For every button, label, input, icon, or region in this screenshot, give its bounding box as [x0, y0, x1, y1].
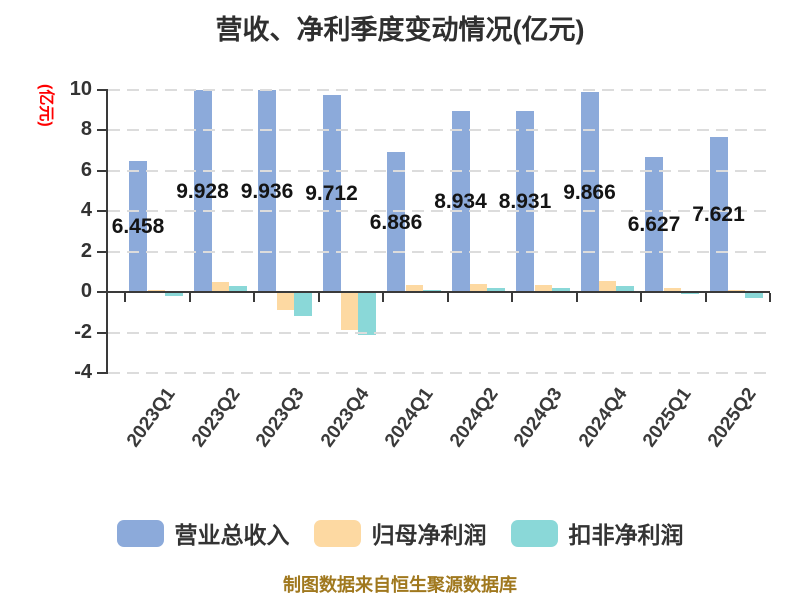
x-axis-line — [106, 291, 770, 294]
x-tick-3 — [317, 293, 320, 303]
legend-label-net-profit: 归母净利润 — [371, 522, 487, 548]
y-gridline-4 — [108, 210, 770, 213]
bar-value-label-2023Q3: 9.936 — [240, 179, 294, 203]
y-gridline-2 — [108, 250, 770, 253]
x-tick-7 — [575, 293, 578, 303]
y-tick-8 — [97, 129, 106, 132]
bar-value-label-2023Q2: 9.928 — [176, 179, 229, 203]
bar-non_recurring-2023Q3 — [293, 293, 312, 316]
y-tick-10 — [97, 89, 106, 91]
y-tick-label-10: 10 — [69, 78, 92, 100]
legend: 营业总收入 归母净利润 扣非净利润 — [0, 516, 800, 550]
bar-non_recurring-2024Q4 — [616, 285, 634, 292]
x-tick-1 — [188, 293, 191, 303]
bar-value-label-2024Q3: 8.931 — [498, 189, 552, 213]
bar-revenue-2025Q1 — [645, 157, 663, 292]
bar-non_recurring-2024Q1 — [422, 289, 441, 292]
legend-swatch-revenue — [116, 519, 164, 547]
y-gridline-8 — [108, 129, 770, 132]
x-tick-8 — [640, 293, 642, 303]
x-tick-0 — [124, 293, 126, 303]
legend-label-non-recurring: 扣非净利润 — [568, 522, 684, 548]
x-tick-6 — [511, 293, 513, 303]
y-tick-6 — [97, 169, 106, 172]
y-gridline-6 — [108, 169, 770, 172]
bar-non_recurring-2023Q4 — [358, 293, 376, 336]
bar-non_recurring-2024Q3 — [551, 288, 570, 292]
bar-non_recurring-2025Q2 — [745, 293, 763, 299]
legend-swatch-non-recurring — [510, 519, 558, 547]
y-tick-label-0: 0 — [80, 280, 92, 303]
x-category-label-2023Q2: 2023Q2 — [187, 384, 245, 452]
y-gridline--4 — [108, 372, 770, 375]
bar-revenue-2024Q4 — [580, 91, 599, 292]
bar-non_recurring-2023Q1 — [164, 293, 183, 296]
bar-net_profit-2023Q3 — [276, 293, 294, 311]
bar-net_profit-2024Q2 — [470, 284, 487, 292]
bar-net_profit-2025Q2 — [728, 289, 745, 292]
x-tick-9 — [704, 293, 707, 303]
bar-revenue-2023Q2 — [193, 90, 212, 292]
y-tick-label--2: -2 — [74, 320, 92, 343]
bar-net_profit-2023Q2 — [212, 282, 229, 292]
bar-net_profit-2025Q1 — [663, 288, 681, 292]
bar-net_profit-2023Q1 — [147, 290, 165, 292]
x-category-label-2024Q2: 2024Q2 — [445, 384, 503, 452]
bar-net_profit-2024Q4 — [599, 281, 616, 292]
bar-revenue-2023Q3 — [258, 90, 276, 292]
x-category-label-2023Q4: 2023Q4 — [316, 384, 374, 452]
x-tick-10 — [769, 293, 771, 303]
x-category-label-2025Q2: 2025Q2 — [703, 384, 761, 452]
x-category-label-2024Q4: 2024Q4 — [574, 384, 632, 452]
y-gridline-10 — [108, 89, 770, 91]
chart-title: 营收、净利季度变动情况(亿元) — [215, 15, 585, 45]
bar-net_profit-2024Q3 — [534, 284, 552, 292]
legend-item-net-profit: 归母净利润 — [313, 516, 487, 550]
x-category-label-2024Q3: 2024Q3 — [510, 384, 567, 452]
bar-net_profit-2024Q1 — [405, 285, 423, 292]
legend-label-revenue: 营业总收入 — [174, 522, 290, 548]
bar-revenue-2023Q4 — [322, 94, 341, 292]
y-tick-label-6: 6 — [80, 158, 92, 181]
bar-value-label-2023Q1: 6.458 — [111, 215, 165, 239]
legend-item-revenue: 营业总收入 — [116, 516, 290, 550]
bar-value-label-2025Q1: 6.627 — [627, 213, 681, 237]
y-tick--4 — [97, 372, 106, 375]
bar-non_recurring-2025Q1 — [680, 293, 699, 295]
legend-swatch-net-profit — [313, 519, 361, 547]
y-tick-label-4: 4 — [80, 199, 92, 222]
bar-revenue-2024Q1 — [387, 152, 405, 292]
bar-net_profit-2023Q4 — [341, 293, 358, 330]
bar-non_recurring-2024Q2 — [487, 288, 505, 292]
x-category-label-2025Q1: 2025Q1 — [639, 384, 696, 452]
footer-credit: 制图数据来自恒生聚源数据库 — [283, 575, 517, 595]
y-tick--2 — [97, 331, 106, 334]
bar-value-label-2024Q4: 9.866 — [563, 180, 616, 204]
x-category-label-2023Q1: 2023Q1 — [123, 384, 180, 452]
bar-value-label-2025Q2: 7.621 — [692, 203, 745, 227]
bar-non_recurring-2023Q2 — [229, 286, 247, 292]
x-tick-2 — [253, 293, 255, 303]
x-tick-5 — [446, 293, 449, 303]
y-tick-label--4: -4 — [74, 361, 92, 384]
bar-value-label-2024Q1: 6.886 — [369, 210, 423, 234]
x-category-label-2024Q1: 2024Q1 — [381, 384, 438, 452]
y-tick-label-8: 8 — [80, 118, 92, 141]
bar-revenue-2024Q3 — [516, 110, 534, 292]
bar-value-label-2023Q4: 9.712 — [305, 182, 358, 206]
bar-revenue-2023Q1 — [129, 160, 147, 292]
y-tick-2 — [97, 250, 106, 253]
y-axis-line — [106, 89, 108, 375]
bar-revenue-2024Q2 — [451, 110, 470, 292]
y-tick-4 — [97, 210, 106, 213]
legend-item-non-recurring: 扣非净利润 — [510, 516, 684, 550]
x-tick-4 — [382, 293, 384, 303]
y-tick-label-2: 2 — [80, 239, 92, 262]
bar-value-label-2024Q2: 8.934 — [434, 189, 487, 213]
x-category-label-2023Q3: 2023Q3 — [252, 384, 309, 452]
y-tick-0 — [97, 291, 106, 294]
y-gridline--2 — [108, 331, 770, 334]
